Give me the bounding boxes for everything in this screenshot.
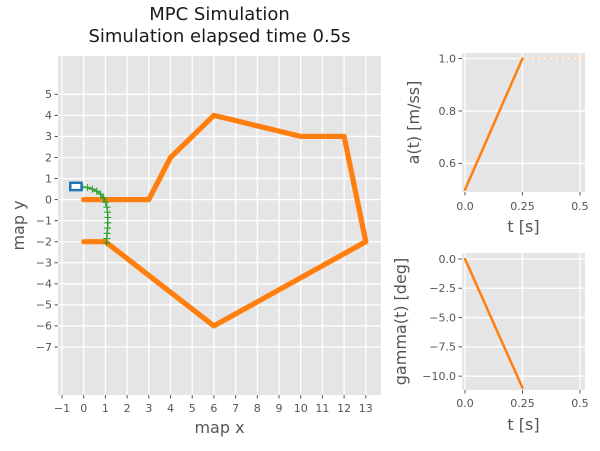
y-tick-label: −5 [36, 299, 52, 312]
x-tick-label: −1 [54, 402, 70, 415]
y-tick-label: −10.0 [422, 370, 456, 383]
x-tick-label: 0.25 [510, 397, 535, 410]
series-track-boundary [81, 112, 369, 329]
plot-background [462, 253, 585, 390]
series-steering-command [463, 257, 524, 390]
x-tick-label: 8 [254, 402, 261, 415]
trajectory-plus-marker [84, 184, 92, 192]
acceleration-plot: 0.0 0.25 0.5 0.6 0.8 1.0 t [s] a(t) [m/ss] [404, 52, 589, 236]
steering-plot: 0.0 0.25 0.5 0.0 −2.5 −5.0 −7.5 −10.0 t [s] gamma… [391, 253, 589, 434]
y-axis-label: map y [9, 200, 28, 250]
x-tick-label: 0.0 [456, 397, 474, 410]
x-tick-label: 12 [337, 402, 351, 415]
x-tick-label: 7 [232, 402, 239, 415]
x-tick-label: 10 [294, 402, 308, 415]
map-plot: −1 0 1 2 3 4 5 6 7 8 9 10 11 12 13543210−1−2−3−4−5−6−7… [9, 56, 381, 437]
trajectory-plus-marker [100, 194, 108, 202]
y-tick-label: 0.6 [439, 157, 457, 170]
x-tick-label: 1 [102, 402, 109, 415]
figure-title-line2: Simulation elapsed time 0.5s [88, 26, 351, 47]
y-tick-label: 0.8 [439, 105, 457, 118]
y-tick-label: −4 [36, 278, 52, 291]
y-tick-label: −1 [36, 214, 52, 227]
x-axis-label: t [s] [507, 217, 539, 236]
series-acceleration-command [463, 57, 524, 191]
x-tick-label: 0 [80, 402, 87, 415]
y-tick-label: 0.0 [439, 253, 457, 266]
x-tick-label: 0.5 [571, 397, 589, 410]
y-tick-label: 0 [45, 193, 52, 206]
y-axis-label: a(t) [m/ss] [404, 81, 423, 165]
x-tick-label: 11 [315, 402, 329, 415]
x-tick-label: 5 [189, 402, 196, 415]
trajectory-plus-marker [88, 185, 96, 193]
x-tick-label: 9 [276, 402, 283, 415]
trajectory-plus-marker [93, 187, 101, 195]
trajectory-plus-marker [102, 239, 110, 247]
x-tick-label: 13 [359, 402, 373, 415]
x-tick-label: 3 [145, 402, 152, 415]
y-tick-label: −3 [36, 257, 52, 270]
y-tick-label: 1.0 [439, 52, 457, 65]
x-tick-label: 2 [124, 402, 131, 415]
x-tick-label: 0.0 [456, 200, 474, 213]
y-tick-label: 3 [45, 130, 52, 143]
trajectory-plus-marker [97, 190, 105, 198]
plot-background [462, 53, 585, 192]
x-tick-label: 4 [167, 402, 174, 415]
y-tick-label: −5.0 [429, 311, 456, 324]
figure-title: MPC Simulation Simulation elapsed time 0… [58, 4, 381, 48]
x-axis-label: map x [194, 418, 244, 437]
y-tick-label: 4 [45, 109, 52, 122]
y-tick-label: 2 [45, 151, 52, 164]
vehicle-marker [69, 181, 83, 192]
y-tick-label: 5 [45, 88, 52, 101]
figure-title-line1: MPC Simulation [149, 4, 290, 25]
y-tick-label: 1 [45, 172, 52, 185]
x-tick-label: 0.5 [571, 200, 589, 213]
y-tick-label: −2.5 [429, 282, 456, 295]
y-tick-label: −7 [36, 341, 52, 354]
plot-background [58, 56, 381, 395]
trajectory-plus-marker [102, 198, 110, 206]
trajectory-plus-marker [103, 203, 111, 211]
x-tick-label: 0.25 [510, 200, 535, 213]
y-tick-label: −6 [36, 320, 52, 333]
y-tick-label: −7.5 [429, 341, 456, 354]
y-tick-label: −2 [36, 236, 52, 249]
x-axis-label: t [s] [507, 415, 539, 434]
y-axis-label: gamma(t) [deg] [391, 258, 410, 385]
x-tick-label: 6 [210, 402, 217, 415]
